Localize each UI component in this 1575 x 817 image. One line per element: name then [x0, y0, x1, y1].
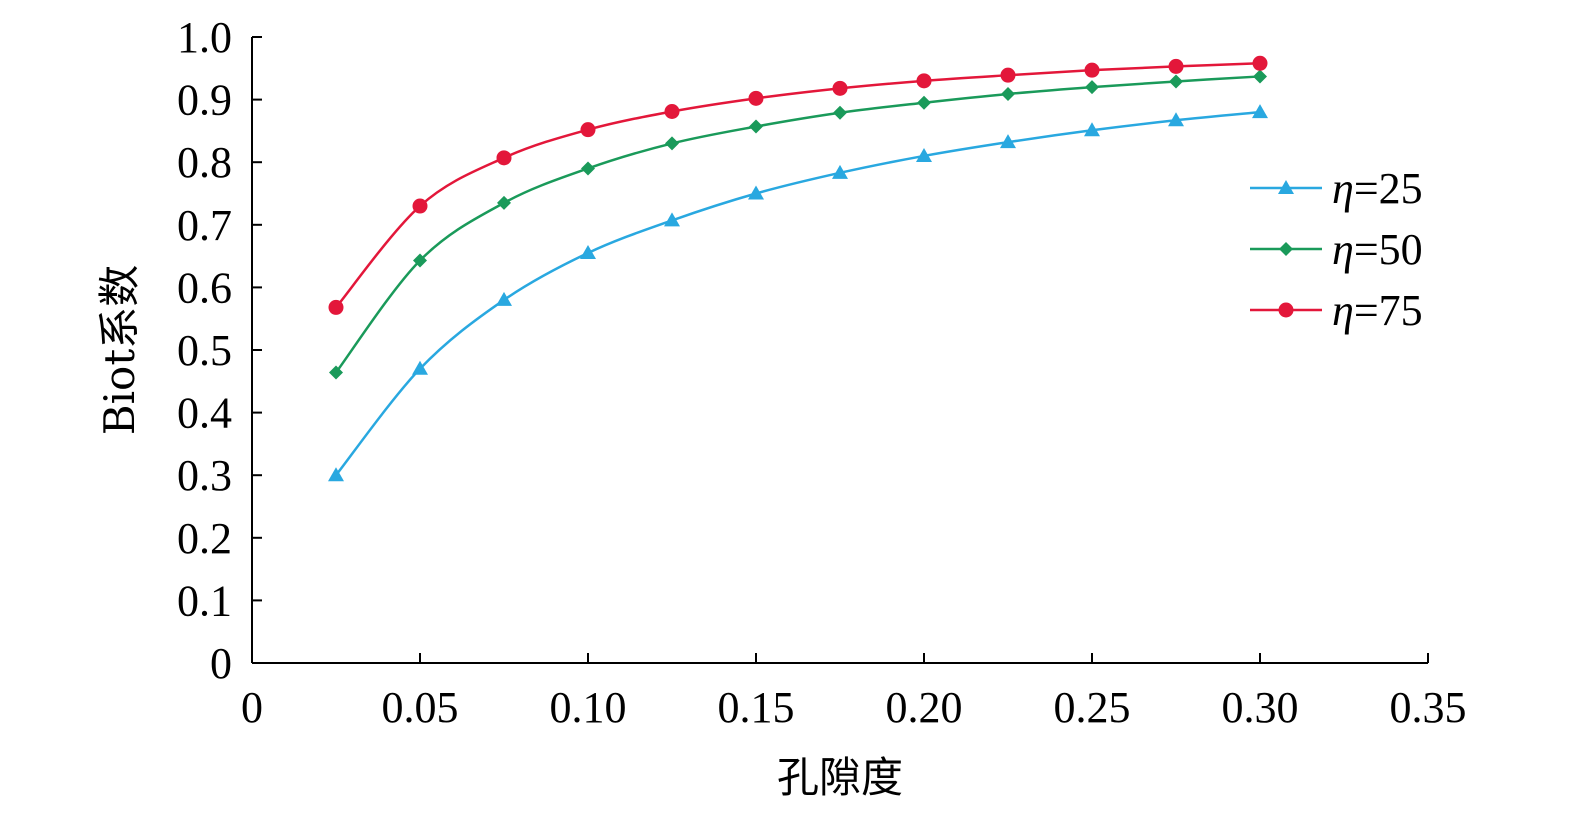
data-point-series-1	[1252, 104, 1268, 119]
data-point-series-2	[1085, 80, 1099, 95]
axes	[251, 37, 1428, 664]
data-point-series-1	[580, 244, 596, 259]
y-tick-label: 0.1	[177, 576, 232, 625]
data-point-series-1	[1168, 112, 1184, 127]
legend-label-1: η=25	[1332, 164, 1423, 213]
legend-eta-value: =75	[1354, 286, 1423, 335]
data-point-series-1	[1000, 134, 1016, 149]
legend: η=25η=50η=75	[1250, 164, 1423, 335]
data-point-series-3	[748, 90, 764, 106]
x-tick-label: 0.05	[382, 683, 459, 732]
y-tick-label: 0.9	[177, 76, 232, 125]
data-point-series-2	[917, 95, 931, 110]
series-lines	[334, 62, 1261, 476]
x-tick-label: 0.30	[1222, 683, 1299, 732]
legend-marker-2	[1279, 242, 1293, 256]
data-point-series-2	[581, 161, 595, 176]
y-axis-title: Biot系数	[95, 265, 144, 435]
series-markers	[328, 55, 1268, 482]
data-point-series-1	[832, 164, 848, 179]
data-point-series-3	[1084, 62, 1100, 78]
series-line-3	[335, 62, 1261, 309]
legend-marker-1	[1278, 180, 1294, 194]
series-line-2	[334, 75, 1261, 374]
y-tick-label: 0.2	[177, 514, 232, 563]
y-tick-label: 0.5	[177, 326, 232, 375]
data-point-series-2	[1001, 86, 1015, 101]
data-point-series-2	[665, 136, 679, 151]
legend-eta-value: =50	[1354, 225, 1423, 274]
y-tick-label: 0	[210, 639, 232, 688]
data-point-series-3	[1000, 67, 1016, 83]
y-tick-label: 0.7	[177, 201, 232, 250]
x-axis-title: 孔隙度	[777, 753, 903, 802]
data-point-series-2	[497, 195, 511, 210]
x-tick-label: 0.25	[1054, 683, 1131, 732]
data-point-series-1	[664, 212, 680, 227]
y-tick-label: 0.6	[177, 263, 232, 312]
data-point-series-2	[413, 253, 427, 268]
data-point-series-3	[916, 73, 932, 89]
legend-label-2: η=50	[1332, 225, 1423, 274]
data-point-series-1	[496, 291, 512, 306]
data-point-series-3	[664, 103, 680, 119]
data-point-series-1	[1084, 122, 1100, 137]
legend-eta-symbol: η	[1332, 286, 1354, 335]
data-point-series-2	[1169, 74, 1183, 89]
data-point-series-1	[412, 360, 428, 375]
data-point-series-3	[496, 150, 512, 166]
data-point-series-2	[1253, 69, 1267, 84]
x-tick-label: 0.35	[1390, 683, 1467, 732]
legend-eta-symbol: η	[1332, 225, 1354, 274]
legend-eta-value: =25	[1354, 164, 1423, 213]
data-point-series-2	[749, 119, 763, 134]
data-point-series-1	[916, 147, 932, 162]
y-tick-label: 0.3	[177, 451, 232, 500]
data-point-series-3	[328, 299, 344, 315]
y-tick-label: 1.0	[177, 13, 232, 62]
data-point-series-3	[1252, 55, 1268, 71]
data-point-series-2	[833, 105, 847, 120]
x-tick-label: 0.10	[550, 683, 627, 732]
y-tick-label: 0.8	[177, 138, 232, 187]
x-tick-label: 0.15	[718, 683, 795, 732]
legend-marker-3	[1278, 302, 1294, 318]
legend-eta-symbol: η	[1332, 164, 1354, 213]
y-tick-label: 0.4	[177, 389, 232, 438]
data-point-series-3	[832, 80, 848, 96]
data-point-series-1	[748, 185, 764, 200]
data-point-series-1	[328, 467, 344, 482]
legend-label-3: η=75	[1332, 286, 1423, 335]
data-point-series-2	[329, 365, 343, 380]
x-tick-label: 0.20	[886, 683, 963, 732]
data-point-series-3	[1168, 58, 1184, 74]
data-point-series-3	[580, 122, 596, 138]
series-line-1	[335, 110, 1261, 476]
x-tick-label: 0	[241, 683, 263, 732]
ticks: 0 0.05 0.10 0.15 0.20 0.25 0.30 0.35 0 0.1 0.2 0.3 0…	[177, 13, 1467, 732]
data-point-series-3	[412, 198, 428, 214]
